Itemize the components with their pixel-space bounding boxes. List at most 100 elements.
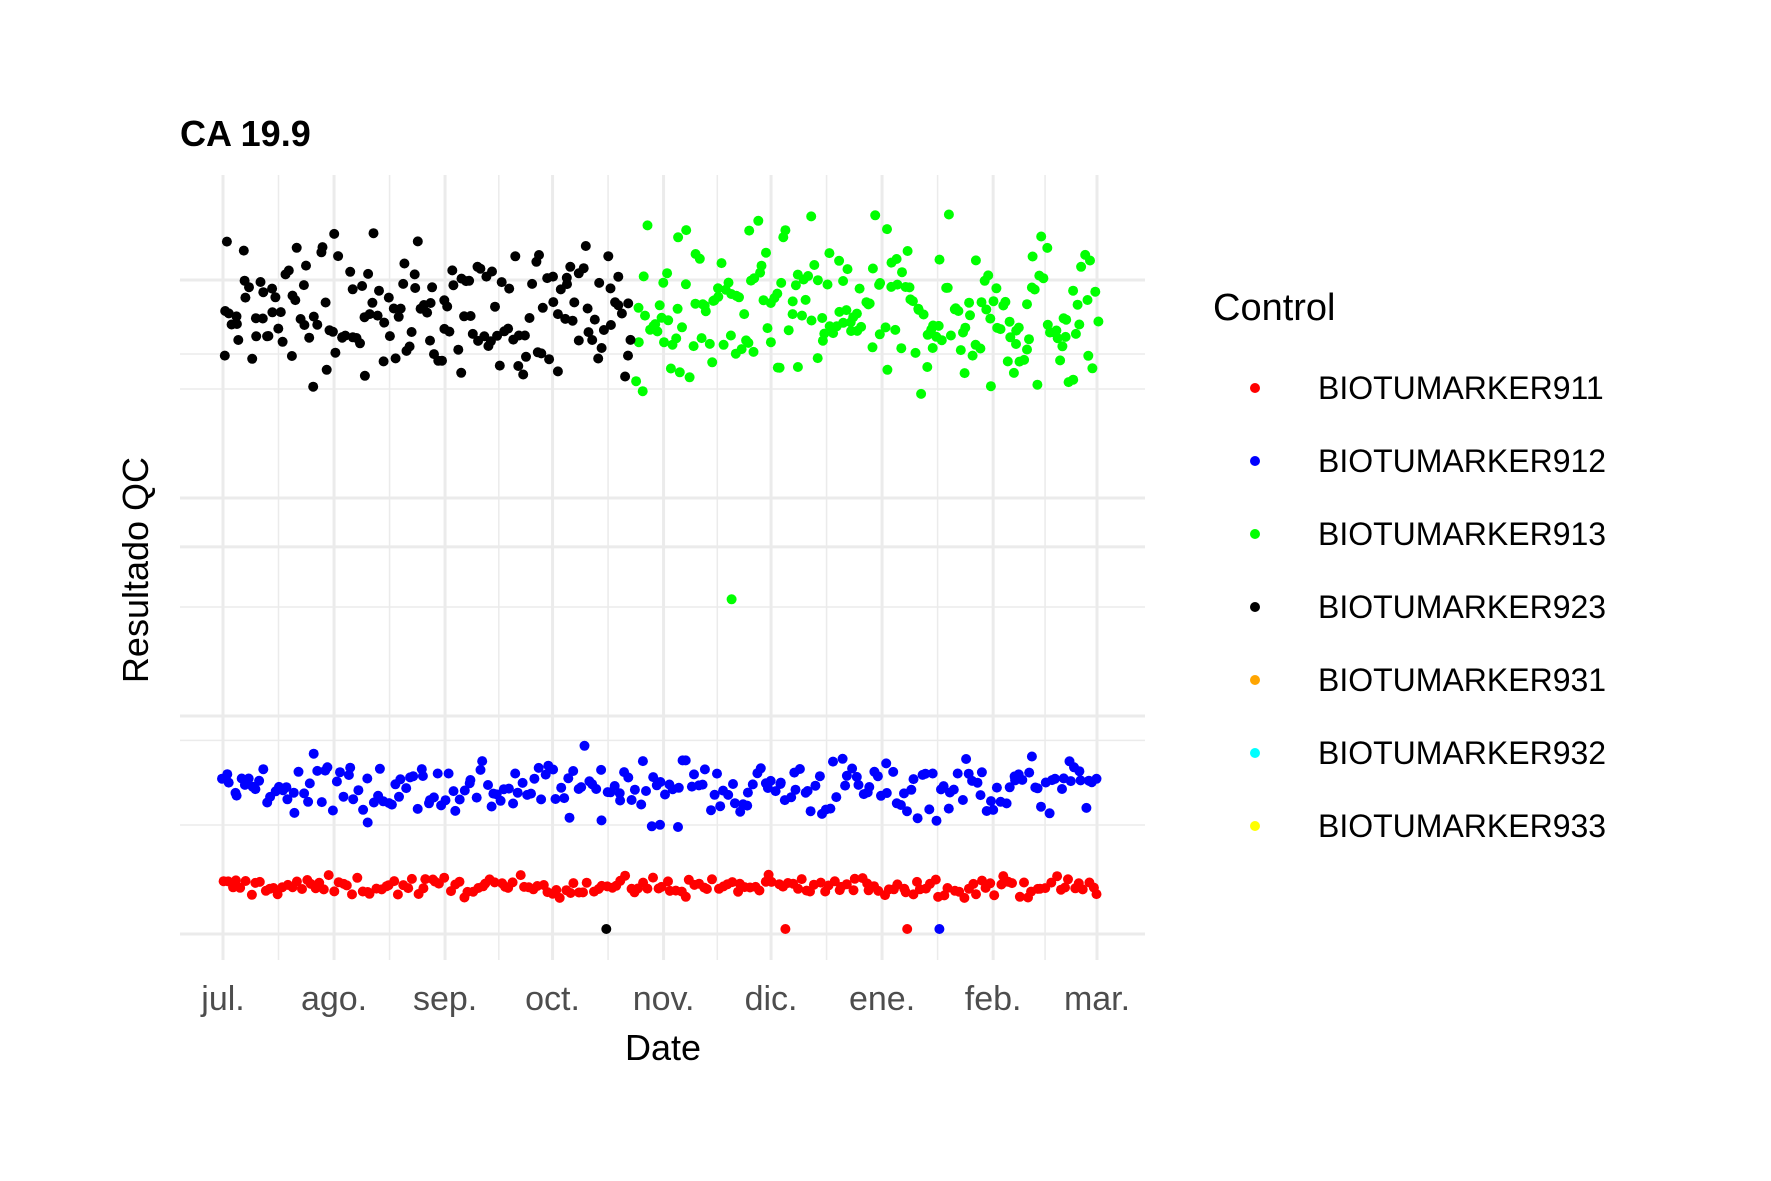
data-point — [1036, 801, 1046, 812]
data-point — [1027, 251, 1038, 262]
data-point — [231, 790, 242, 801]
data-point — [922, 362, 933, 372]
data-point — [246, 889, 257, 900]
data-point — [596, 815, 607, 826]
data-point — [567, 315, 578, 326]
data-point — [985, 381, 996, 392]
data-point — [662, 268, 673, 279]
data-point — [364, 309, 375, 320]
data-point — [1075, 775, 1086, 786]
data-point — [891, 254, 902, 264]
data-point — [880, 322, 891, 333]
data-point — [312, 319, 323, 330]
legend-label: BIOTUMARKER911 — [1318, 370, 1604, 406]
data-point — [783, 325, 794, 336]
data-point — [596, 343, 607, 353]
data-point — [222, 769, 233, 780]
data-point — [902, 246, 913, 256]
data-point — [806, 211, 817, 222]
data-point — [454, 876, 465, 887]
data-point — [672, 303, 683, 314]
data-point — [856, 321, 867, 332]
x-axis-ticks: jul. ago. sep. oct. nov. dic. ene. feb. mar. — [200, 980, 1130, 1018]
data-point — [728, 779, 738, 789]
data-point — [1085, 255, 1095, 266]
data-point — [299, 788, 310, 799]
data-point — [512, 787, 523, 798]
data-point — [1022, 299, 1032, 310]
data-point — [258, 764, 269, 775]
data-point — [938, 781, 949, 792]
data-point — [420, 874, 431, 885]
x-tick-label: feb. — [965, 980, 1022, 1018]
data-point — [551, 885, 562, 895]
chart-title: CA 19.9 — [180, 113, 311, 154]
data-point — [854, 283, 865, 294]
data-point — [805, 806, 816, 817]
data-point — [297, 884, 307, 894]
data-point — [803, 271, 814, 281]
data-point — [772, 288, 783, 299]
data-point — [824, 248, 835, 259]
data-point — [1081, 802, 1092, 813]
data-point — [536, 348, 547, 359]
data-point — [1024, 767, 1035, 778]
data-point — [1074, 766, 1085, 777]
data-point — [847, 763, 858, 774]
data-point — [263, 331, 274, 341]
data-point — [706, 805, 716, 816]
data-point — [660, 789, 670, 800]
data-point — [1026, 751, 1037, 762]
data-point — [322, 762, 333, 773]
data-point — [840, 780, 851, 791]
data-point — [352, 872, 363, 883]
data-point — [906, 784, 917, 795]
data-point — [448, 280, 459, 291]
data-point — [955, 345, 966, 356]
data-point — [496, 277, 507, 288]
data-point — [1004, 782, 1015, 793]
data-point — [308, 311, 319, 322]
data-point — [526, 788, 536, 799]
data-point — [1007, 878, 1017, 889]
data-point — [959, 368, 970, 379]
legend-label: BIOTUMARKER923 — [1318, 589, 1606, 625]
data-point — [1042, 242, 1053, 253]
data-point — [275, 307, 286, 318]
data-point — [754, 885, 765, 896]
data-point — [744, 225, 755, 236]
data-point — [770, 786, 781, 797]
data-point — [787, 309, 798, 320]
data-point — [368, 228, 379, 239]
legend-label: BIOTUMARKER931 — [1318, 662, 1606, 698]
data-point — [348, 794, 359, 805]
data-point — [1024, 334, 1034, 345]
x-tick-label: ago. — [301, 980, 367, 1018]
data-point — [623, 298, 634, 309]
data-point — [448, 786, 459, 797]
data-point — [715, 801, 726, 812]
data-point — [240, 876, 251, 886]
data-point — [838, 317, 849, 328]
data-point — [244, 282, 254, 293]
data-point — [838, 276, 849, 286]
data-point — [908, 774, 919, 785]
data-point — [640, 310, 650, 321]
data-point — [529, 773, 540, 784]
data-point — [802, 786, 813, 796]
data-point — [578, 887, 588, 898]
data-point — [291, 876, 302, 887]
data-point — [582, 303, 593, 314]
data-point — [1038, 273, 1049, 284]
data-point — [1060, 882, 1070, 893]
data-point — [904, 282, 915, 293]
data-point — [329, 886, 340, 897]
data-point — [1032, 783, 1043, 794]
data-point — [323, 870, 334, 881]
data-point — [598, 325, 609, 335]
legend-key — [1250, 675, 1260, 685]
data-point — [851, 771, 862, 782]
data-point — [318, 884, 329, 895]
data-point — [1001, 798, 1012, 809]
